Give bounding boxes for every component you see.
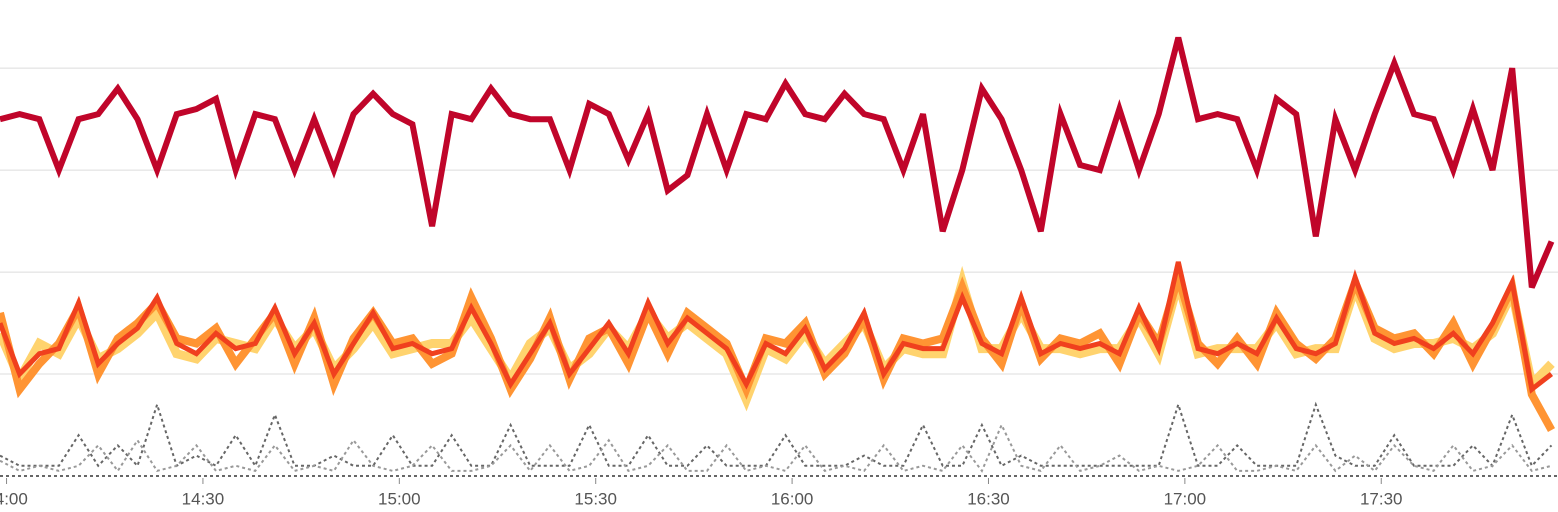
series-line xyxy=(0,261,1554,394)
x-tick-label: 16:00 xyxy=(771,489,814,508)
x-tick-label: 17:30 xyxy=(1360,489,1403,508)
series-line xyxy=(0,422,1552,473)
x-tick-label: 14:00 xyxy=(0,489,28,508)
series-line xyxy=(0,401,1553,469)
x-tick-label: 15:30 xyxy=(574,489,617,508)
x-tick-label: 14:30 xyxy=(182,489,225,508)
x-tick-label: 16:30 xyxy=(967,489,1010,508)
series-line xyxy=(0,265,1555,412)
series-line xyxy=(0,36,1555,289)
x-tick-label: 17:00 xyxy=(1164,489,1207,508)
x-tick-label: 15:00 xyxy=(378,489,421,508)
